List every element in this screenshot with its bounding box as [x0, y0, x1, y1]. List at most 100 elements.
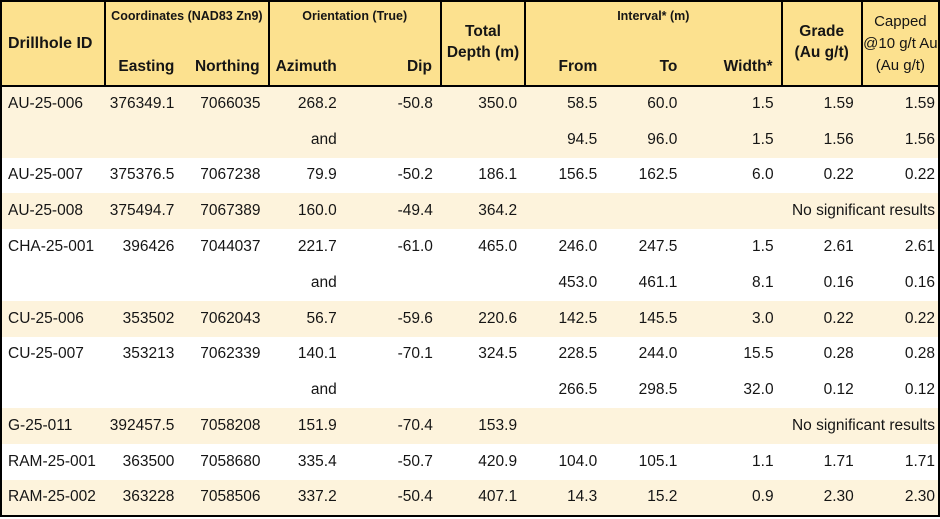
cell-dip: -70.1	[344, 336, 441, 373]
cell-total-depth: 350.0	[440, 86, 526, 122]
header-capped-line3: (Au g/t)	[875, 56, 925, 74]
cell-no-significant-results: No significant results	[525, 193, 939, 230]
cell-total-depth	[440, 121, 526, 158]
cell-to: 247.5	[605, 229, 686, 265]
cell-grade: 2.61	[781, 229, 862, 265]
cell-easting: 375494.7	[105, 193, 183, 230]
header-northing: Northing	[182, 39, 270, 87]
cell-from: 246.0	[525, 229, 606, 265]
cell-grade: 2.30	[781, 479, 862, 516]
cell-width: 8.1	[685, 264, 782, 301]
cell-easting: 376349.1	[105, 86, 183, 122]
cell-capped: 0.22	[861, 157, 939, 194]
cell-from: 104.0	[525, 443, 606, 480]
cell-total-depth: 324.5	[440, 336, 526, 373]
cell-easting	[105, 121, 183, 158]
cell-easting: 363500	[105, 443, 183, 480]
cell-no-significant-results: No significant results	[525, 408, 939, 444]
cell-azimuth: 221.7	[268, 229, 345, 265]
cell-easting	[105, 264, 183, 301]
header-capped: Capped @10 g/t Au (Au g/t)	[861, 1, 939, 87]
cell-capped: 2.61	[861, 229, 939, 265]
cell-northing: 7062339	[182, 336, 269, 373]
cell-drillhole-id: AU-25-006	[1, 86, 106, 122]
cell-to: 244.0	[605, 336, 686, 373]
cell-to: 96.0	[605, 121, 686, 158]
cell-width: 0.9	[685, 479, 782, 516]
cell-grade: 1.59	[781, 86, 862, 122]
cell-easting: 353213	[105, 336, 183, 373]
cell-azimuth: 160.0	[268, 193, 345, 230]
cell-dip: -50.8	[344, 86, 441, 122]
cell-drillhole-id: AU-25-008	[1, 193, 106, 230]
table-body: AU-25-006 376349.1 7066035 268.2 -50.8 350.0 5…	[1, 86, 939, 516]
header-sub-row: Easting Northing Azimuth Dip From To Wid…	[1, 39, 939, 87]
table-row-and: and 94.5 96.0 1.5 1.56 1.56	[1, 121, 939, 158]
cell-dip	[344, 121, 441, 158]
cell-drillhole-id	[1, 372, 106, 409]
cell-capped: 0.28	[861, 336, 939, 373]
cell-dip: -50.2	[344, 157, 441, 194]
cell-capped: 2.30	[861, 479, 939, 516]
cell-easting: 396426	[105, 229, 183, 265]
header-total-depth-line2: Depth (m)	[446, 43, 520, 61]
cell-dip: -70.4	[344, 408, 441, 444]
cell-from: 94.5	[525, 121, 606, 158]
header-coordinates-group: Coordinates (NAD83 Zn9)	[105, 1, 270, 39]
cell-azimuth: 268.2	[268, 86, 345, 122]
cell-drillhole-id: RAM-25-001	[1, 443, 106, 480]
cell-drillhole-id	[1, 264, 106, 301]
cell-dip: -61.0	[344, 229, 441, 265]
cell-grade: 0.22	[781, 157, 862, 194]
header-grade-line2: (Au g/t)	[794, 43, 849, 61]
cell-drillhole-id: AU-25-007	[1, 157, 106, 194]
cell-from: 453.0	[525, 264, 606, 301]
cell-capped: 1.71	[861, 443, 939, 480]
cell-capped: 1.56	[861, 121, 939, 158]
header-total-depth-line1: Total	[465, 22, 501, 40]
cell-northing: 7058680	[182, 443, 269, 480]
cell-and-label: and	[268, 372, 345, 409]
header-dip: Dip	[344, 39, 442, 87]
cell-northing: 7067389	[182, 193, 269, 230]
cell-azimuth: 79.9	[268, 157, 345, 194]
cell-width: 3.0	[685, 300, 782, 337]
cell-from: 156.5	[525, 157, 606, 194]
table-row: CHA-25-001 396426 7044037 221.7 -61.0 465.0 24…	[1, 229, 939, 265]
cell-azimuth: 151.9	[268, 408, 345, 444]
cell-total-depth	[440, 372, 526, 409]
cell-northing: 7066035	[182, 86, 269, 122]
cell-dip: -50.7	[344, 443, 441, 480]
header-grade: Grade (Au g/t)	[781, 1, 863, 87]
cell-easting: 375376.5	[105, 157, 183, 194]
cell-drillhole-id: CHA-25-001	[1, 229, 106, 265]
header-capped-line1: Capped	[874, 12, 927, 30]
cell-dip: -50.4	[344, 479, 441, 516]
cell-to: 60.0	[605, 86, 686, 122]
cell-dip	[344, 264, 441, 301]
cell-dip: -59.6	[344, 300, 441, 337]
cell-easting: 353502	[105, 300, 183, 337]
cell-northing: 7067238	[182, 157, 269, 194]
cell-width: 1.5	[685, 86, 782, 122]
cell-capped: 1.59	[861, 86, 939, 122]
cell-northing: 7044037	[182, 229, 269, 265]
cell-drillhole-id: RAM-25-002	[1, 479, 106, 516]
cell-width: 1.1	[685, 443, 782, 480]
cell-northing	[182, 264, 269, 301]
header-easting: Easting	[105, 39, 183, 87]
table-row: RAM-25-001 363500 7058680 335.4 -50.7 420.9 10…	[1, 443, 939, 480]
cell-width: 15.5	[685, 336, 782, 373]
table-row-and: and 453.0 461.1 8.1 0.16 0.16	[1, 264, 939, 301]
table-row-no-results: AU-25-008 375494.7 7067389 160.0 -49.4 364.2 N…	[1, 193, 939, 230]
table-row: RAM-25-002 363228 7058506 337.2 -50.4 407.1 14…	[1, 479, 939, 516]
cell-drillhole-id: CU-25-006	[1, 300, 106, 337]
cell-easting: 363228	[105, 479, 183, 516]
cell-azimuth: 337.2	[268, 479, 345, 516]
header-capped-line2: @10 g/t Au	[863, 34, 938, 52]
cell-northing: 7058506	[182, 479, 269, 516]
cell-drillhole-id	[1, 121, 106, 158]
cell-northing: 7062043	[182, 300, 269, 337]
cell-grade: 0.28	[781, 336, 862, 373]
